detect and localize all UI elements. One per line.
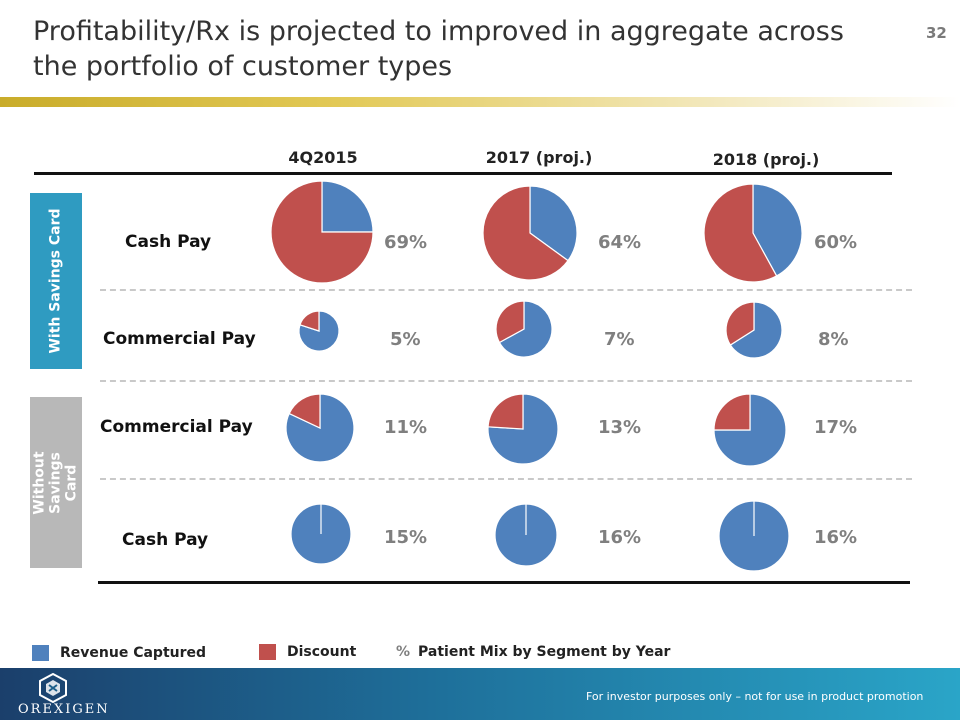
pie-slice-revenue-captured <box>321 180 374 233</box>
group-band-with-savings-card: With Savings Card <box>30 193 82 369</box>
pie-chart <box>487 393 559 465</box>
group-label-with-savings-card: With Savings Card <box>48 208 65 354</box>
legend-swatch-discount <box>259 644 276 660</box>
pie-chart <box>482 185 578 281</box>
group-label-without-savings-card: Without Savings Card <box>32 450 80 515</box>
patient-mix-label: 7% <box>604 329 635 350</box>
patient-mix-label: 15% <box>384 527 428 548</box>
patient-mix-label: 8% <box>818 329 849 350</box>
row-divider <box>100 478 912 480</box>
footer-bar <box>0 668 960 720</box>
table-bottom-rule <box>98 581 910 584</box>
legend-label-discount: Discount <box>287 644 357 660</box>
pie-slice-discount <box>299 310 320 332</box>
pie-chart <box>713 393 787 467</box>
pie-chart <box>285 393 355 463</box>
pie-chart <box>270 180 374 284</box>
pie-slice-revenue-captured <box>498 300 553 358</box>
pie-slice-revenue-captured <box>729 301 783 359</box>
column-header-2017: 2017 (proj.) <box>485 148 593 167</box>
logo-wordmark: OREXIGEN <box>18 702 110 717</box>
patient-mix-label: 64% <box>598 232 642 253</box>
column-header-2018: 2018 (proj.) <box>712 150 820 169</box>
pie-slice-discount <box>713 393 751 431</box>
pie-slice-revenue-captured <box>285 393 355 463</box>
patient-mix-label: 5% <box>390 329 421 350</box>
group-band-without-savings-card: Without Savings Card <box>30 397 82 568</box>
patient-mix-label: 16% <box>814 527 858 548</box>
row-divider <box>100 289 912 291</box>
row-label-cash-pay-with-card: Cash Pay <box>125 232 212 252</box>
patient-mix-label: 16% <box>598 527 642 548</box>
patient-mix-label: 11% <box>384 417 428 438</box>
pie-chart <box>725 301 783 359</box>
row-label-commercial-pay-with-card: Commercial Pay <box>103 329 256 349</box>
pie-chart <box>298 310 340 352</box>
pie-slice-revenue-captured <box>529 185 578 262</box>
pie-chart <box>703 183 803 283</box>
title-divider <box>0 97 960 107</box>
pie-chart <box>495 300 553 358</box>
row-divider <box>100 380 912 382</box>
pie-slice-discount <box>495 300 525 344</box>
row-label-cash-pay-without-card: Cash Pay <box>122 530 209 550</box>
pie-slice-discount <box>482 185 569 281</box>
patient-mix-label: 13% <box>598 417 642 438</box>
pie-slice-revenue-captured <box>713 393 787 467</box>
pie-slice-discount <box>288 393 321 429</box>
footer-disclaimer: For investor purposes only – not for use… <box>586 690 924 703</box>
page-number: 32 <box>926 24 947 42</box>
pie-slice-discount <box>487 393 524 430</box>
pie-slice-discount <box>270 180 374 284</box>
legend-label-revenue: Revenue Captured <box>60 645 207 661</box>
pie-slice-discount <box>725 301 755 346</box>
pie-chart <box>718 500 790 572</box>
pie-slice-revenue-captured <box>752 183 803 277</box>
legend-mix-percent-symbol: % <box>396 644 411 660</box>
column-header-4q2015: 4Q2015 <box>288 148 358 167</box>
patient-mix-label: 60% <box>814 232 858 253</box>
pie-slice-discount <box>703 183 778 283</box>
orexigen-logo-icon <box>39 673 67 703</box>
legend-swatch-revenue <box>32 645 49 661</box>
patient-mix-label: 69% <box>384 232 428 253</box>
page-title: Profitability/Rx is projected to improve… <box>33 16 844 82</box>
table-top-rule <box>34 172 892 175</box>
legend-mix-label: Patient Mix by Segment by Year <box>418 644 671 660</box>
row-label-commercial-pay-without-card: Commercial Pay <box>100 417 253 437</box>
patient-mix-label: 17% <box>814 417 858 438</box>
pie-chart <box>290 503 352 565</box>
pie-chart <box>494 503 558 567</box>
